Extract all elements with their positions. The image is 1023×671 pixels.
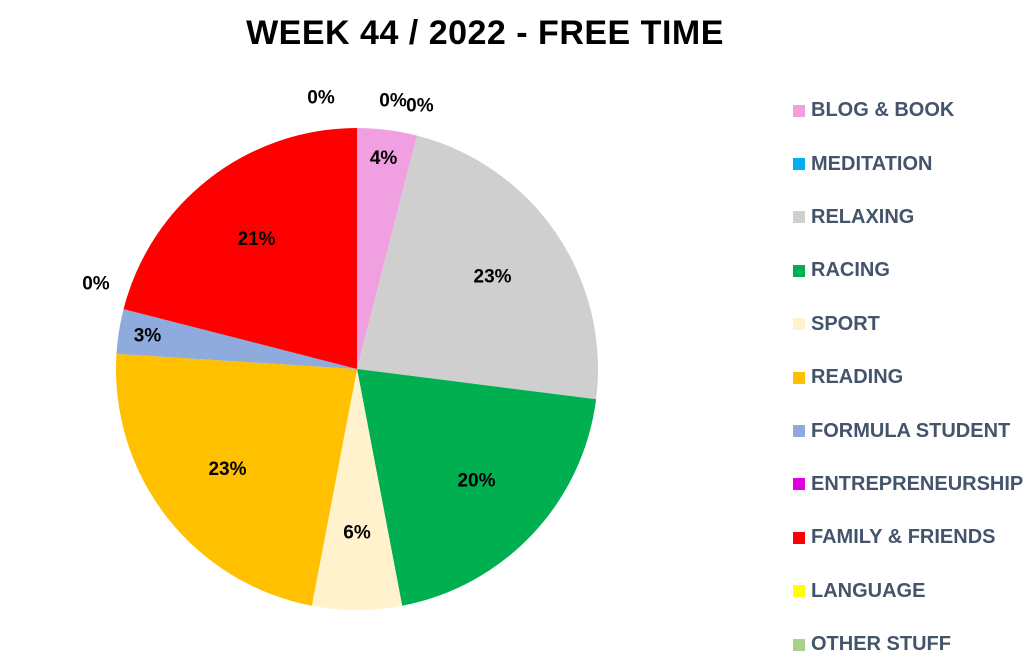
legend-label: RELAXING: [811, 205, 915, 228]
legend-item-meditation: MEDITATION: [793, 137, 1023, 190]
pie-slice-sport: [311, 369, 403, 610]
legend-label: MEDITATION: [811, 152, 933, 175]
data-label-entrepreneurship: 0%: [82, 274, 110, 295]
legend-swatch: [793, 531, 805, 544]
legend-item-relaxing: RELAXING: [793, 191, 1023, 244]
data-label-meditation: 0%: [406, 95, 434, 116]
data-label-reading: 23%: [208, 459, 246, 480]
legend-item-language: LANGUAGE: [793, 565, 1023, 618]
legend-item-other-stuff: OTHER STUFF: [793, 618, 1023, 671]
legend-label: RACING: [811, 259, 890, 282]
legend-label: FAMILY & FRIENDS: [811, 526, 996, 549]
chart-legend: BLOG & BOOK MEDITATION RELAXING RACING SPORT…: [793, 84, 1023, 671]
legend-item-blog-book: BLOG & BOOK: [793, 84, 1023, 137]
legend-swatch: [793, 478, 805, 491]
pie-slices: [115, 128, 598, 610]
pie-slice-blog-book: [357, 128, 417, 369]
legend-item-sport: SPORT: [793, 298, 1023, 351]
pie-slice-racing: [357, 369, 597, 606]
legend-item-reading: READING: [793, 351, 1023, 404]
legend-swatch: [793, 425, 805, 438]
pie-slice-reading: [115, 353, 357, 606]
chart-title: WEEK 44 / 2022 - FREE TIME: [246, 14, 724, 52]
legend-swatch: [793, 264, 805, 277]
data-label-language: 0%: [307, 88, 335, 109]
legend-label: READING: [811, 366, 904, 389]
legend-item-racing: RACING: [793, 244, 1023, 297]
legend-swatch: [793, 158, 805, 171]
legend-label: SPORT: [811, 312, 880, 335]
pie-slice-formula-student: [116, 309, 357, 369]
legend-swatch: [793, 585, 805, 598]
legend-label: BLOG & BOOK: [811, 99, 955, 122]
legend-swatch: [793, 104, 805, 117]
data-label-blog-book: 4%: [370, 148, 398, 169]
data-label-racing: 20%: [457, 471, 495, 492]
data-label-other-stuff: 0%: [379, 91, 407, 112]
legend-swatch: [793, 371, 805, 384]
legend-swatch: [793, 638, 805, 651]
data-label-relaxing: 23%: [474, 266, 512, 287]
legend-item-formula-student: FORMULA STUDENT: [793, 404, 1023, 457]
legend-label: OTHER STUFF: [811, 633, 951, 656]
legend-label: LANGUAGE: [811, 579, 926, 602]
legend-label: ENTREPRENEURSHIP: [811, 472, 1023, 495]
legend-item-entrepreneurship: ENTREPRENEURSHIP: [793, 458, 1023, 511]
legend-swatch: [793, 318, 805, 331]
pie-labels: 4%0%23%20%6%23%3%0%21%0% 0%: [82, 88, 511, 544]
data-label-family-friends: 21%: [238, 229, 276, 250]
legend-item-family-friends: FAMILY & FRIENDS: [793, 511, 1023, 564]
legend-label: FORMULA STUDENT: [811, 419, 1011, 442]
data-label-sport: 6%: [343, 522, 371, 543]
pie-slice-relaxing: [357, 135, 598, 400]
data-label-formula-student: 3%: [134, 325, 162, 346]
pie-slice-family-friends: [123, 128, 357, 369]
legend-swatch: [793, 211, 805, 224]
